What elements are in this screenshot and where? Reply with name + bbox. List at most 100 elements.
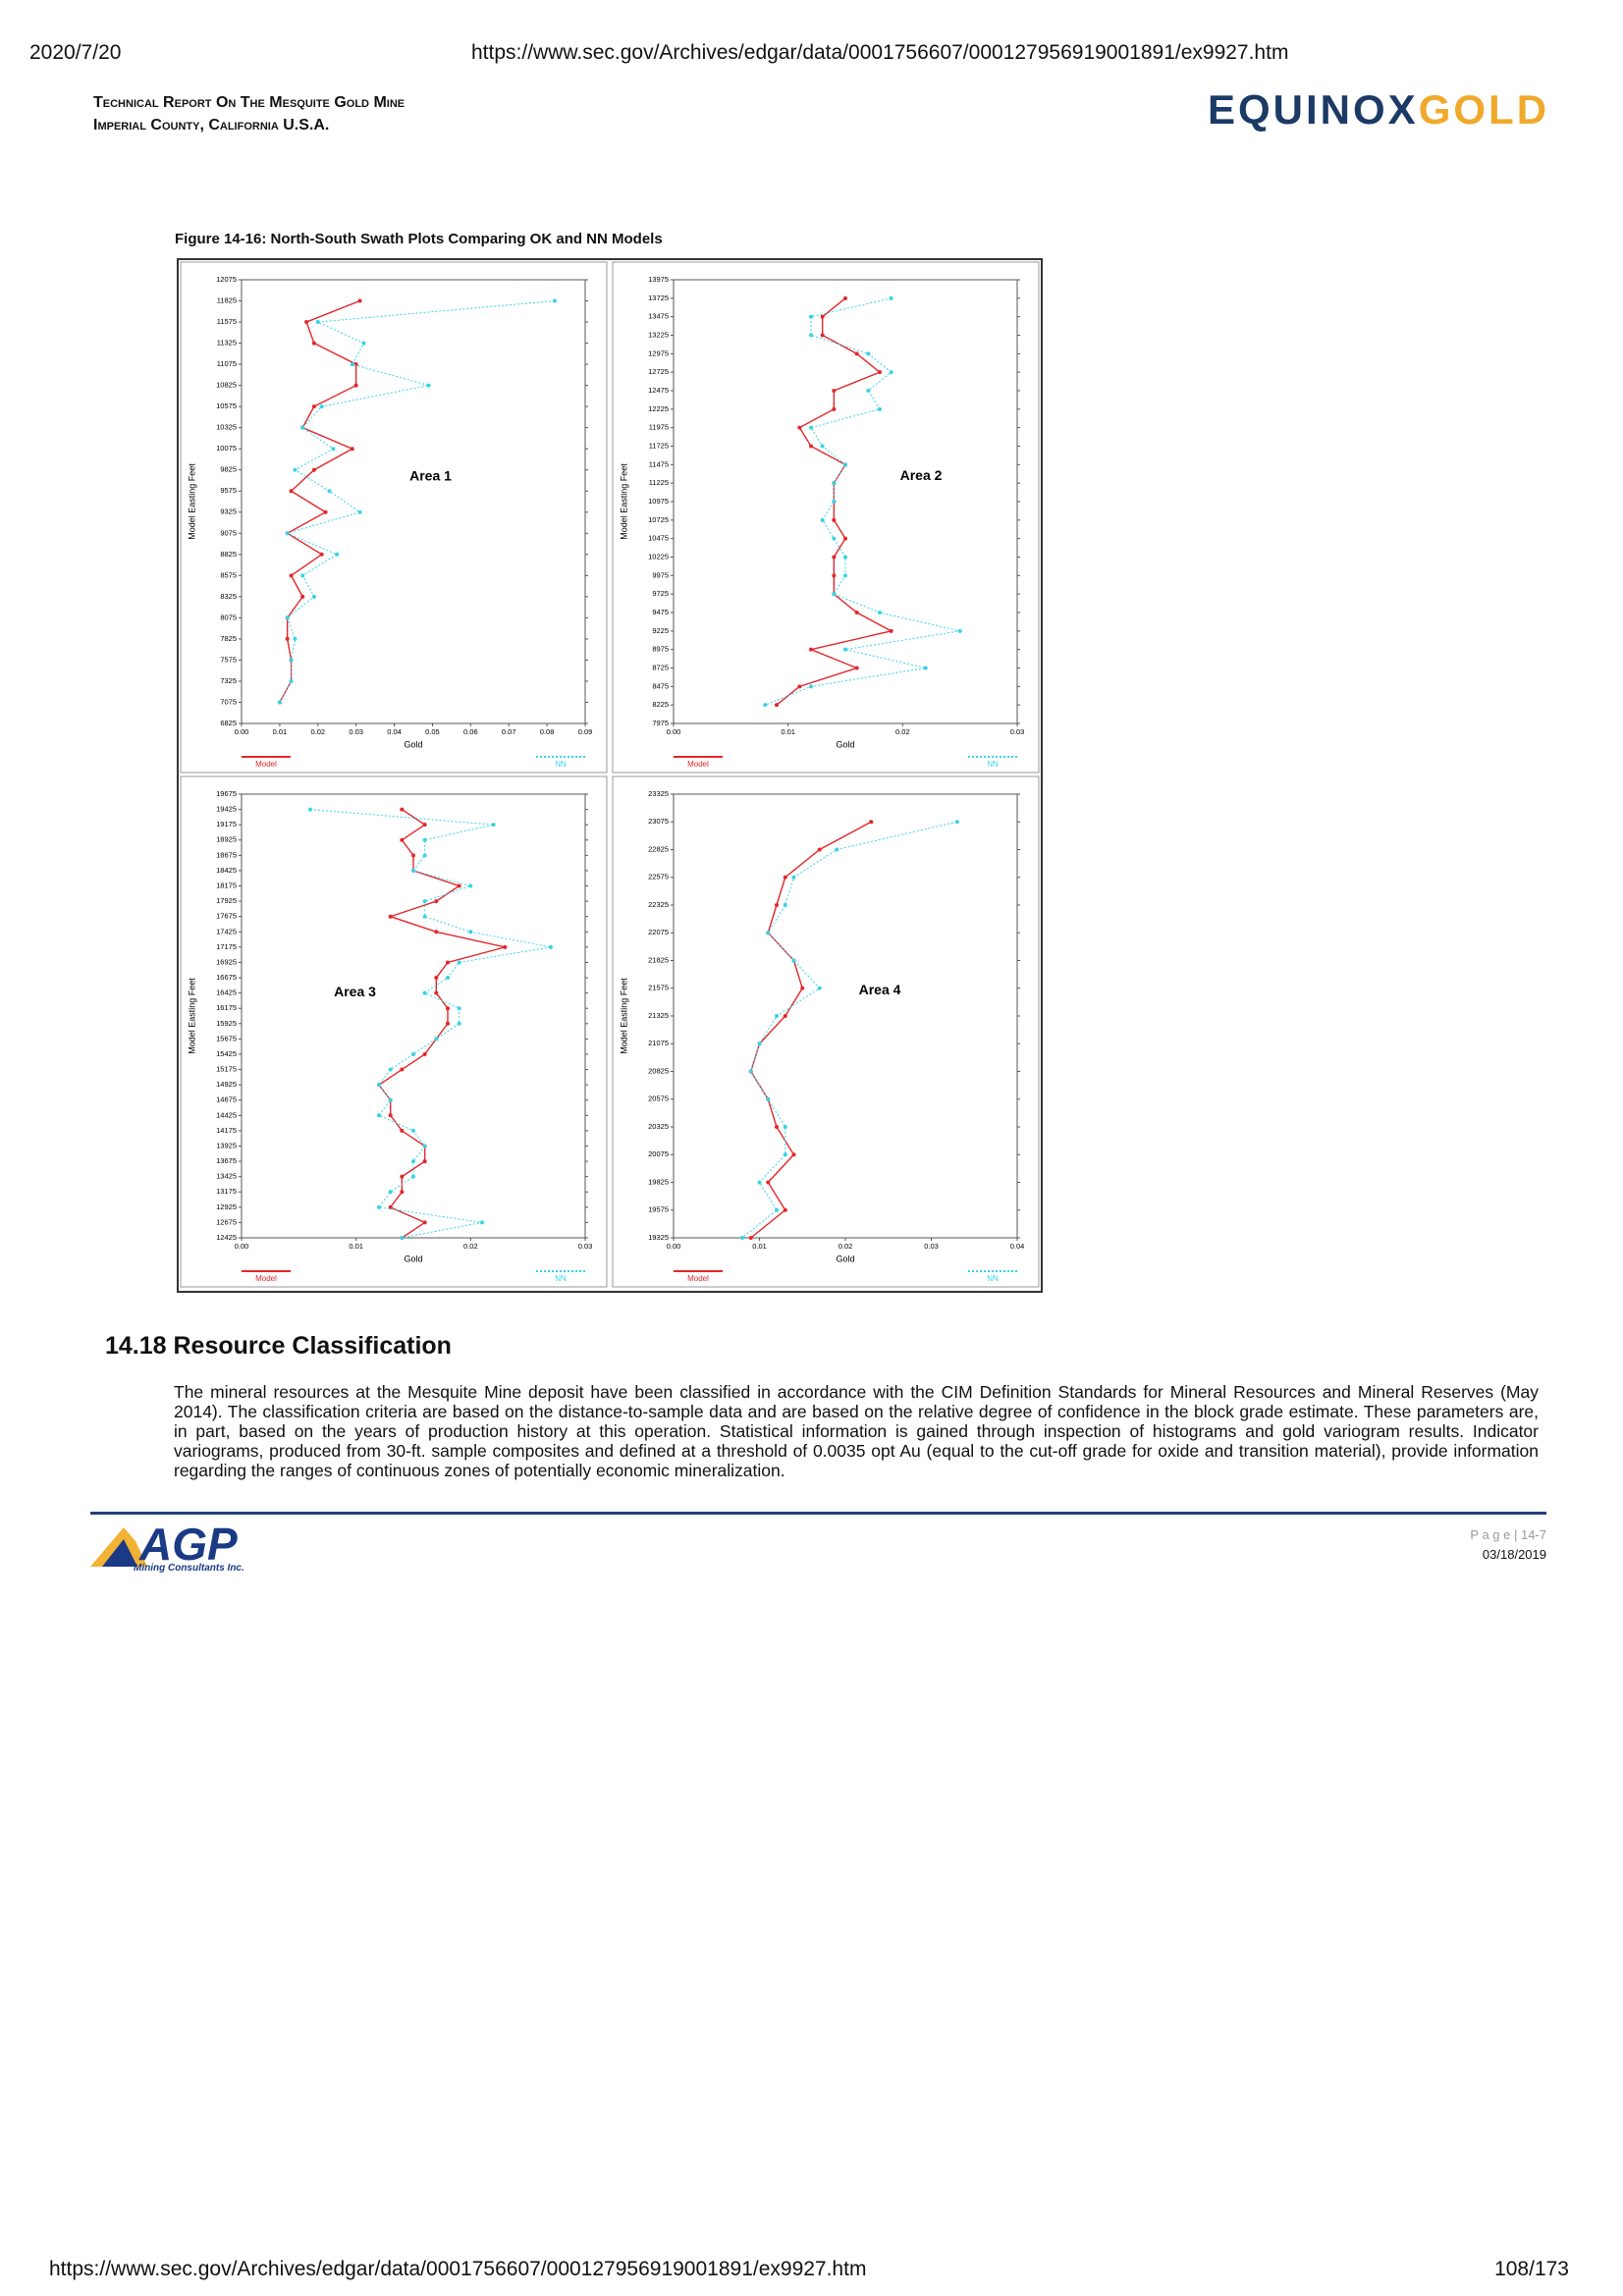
- x-tick-label: 0.03: [924, 1242, 939, 1251]
- x-tick-label: 0.07: [502, 727, 516, 736]
- data-point: [468, 883, 473, 888]
- data-point: [285, 615, 290, 620]
- data-point: [809, 425, 813, 430]
- data-point: [832, 500, 837, 504]
- data-point: [854, 351, 859, 356]
- y-tick-label: 16675: [216, 973, 237, 982]
- y-tick-label: 13425: [216, 1172, 237, 1181]
- browser-page-count: 108/173: [1494, 2258, 1569, 2280]
- y-tick-label: 12725: [648, 367, 669, 376]
- data-point: [832, 573, 837, 578]
- browser-url: https://www.sec.gov/Archives/edgar/data/…: [49, 2258, 867, 2280]
- data-point: [446, 976, 450, 981]
- y-tick-label: 20825: [648, 1066, 669, 1075]
- data-point: [843, 295, 847, 300]
- y-tick-label: 22825: [648, 844, 669, 853]
- y-tick-label: 8575: [220, 570, 237, 579]
- y-tick-label: 9725: [652, 589, 669, 598]
- data-point: [832, 517, 837, 522]
- data-point: [775, 903, 779, 907]
- y-tick-label: 19425: [216, 805, 237, 814]
- data-point: [889, 628, 893, 633]
- series-line: [765, 297, 960, 706]
- data-point: [783, 903, 787, 907]
- y-tick-label: 11225: [649, 478, 669, 487]
- y-tick-label: 10075: [216, 444, 237, 453]
- data-point: [388, 914, 393, 919]
- x-axis-label: Gold: [836, 1254, 854, 1263]
- data-point: [783, 875, 787, 880]
- data-point: [797, 684, 802, 689]
- y-tick-label: 14425: [216, 1110, 237, 1119]
- data-point: [411, 868, 415, 873]
- data-point: [820, 517, 825, 522]
- data-point: [422, 1220, 427, 1225]
- y-tick-label: 13725: [648, 294, 669, 302]
- data-point: [293, 636, 298, 641]
- y-tick-label: 8825: [220, 550, 237, 559]
- data-point: [289, 489, 294, 494]
- y-tick-label: 7075: [220, 697, 237, 706]
- data-point: [866, 351, 871, 356]
- data-point: [820, 314, 825, 319]
- data-point: [388, 1204, 393, 1209]
- data-point: [866, 389, 871, 393]
- data-point: [552, 298, 557, 303]
- legend-label: Model: [255, 760, 277, 769]
- data-point: [832, 555, 837, 560]
- x-tick-label: 0.00: [235, 727, 249, 736]
- y-tick-label: 20075: [648, 1149, 669, 1158]
- data-point: [304, 320, 309, 325]
- legend-label: Model: [255, 1274, 277, 1283]
- data-point: [878, 611, 882, 614]
- data-point: [422, 853, 427, 858]
- figure: 12075 11825 11575 11325 11075 10825 10575 10325…: [177, 258, 1043, 1293]
- x-tick-label: 0.02: [895, 727, 910, 736]
- x-tick-label: 0.04: [1010, 1242, 1025, 1251]
- data-point: [400, 1067, 405, 1072]
- y-tick-label: 11575: [217, 317, 237, 326]
- x-tick-label: 0.06: [463, 727, 478, 736]
- data-point: [311, 467, 316, 472]
- data-point: [411, 1174, 415, 1179]
- series-line: [741, 821, 957, 1239]
- y-tick-label: 21075: [648, 1039, 669, 1047]
- data-point: [757, 1041, 762, 1046]
- data-point: [350, 362, 354, 367]
- y-tick-label: 8475: [652, 681, 669, 690]
- data-point: [308, 807, 312, 812]
- y-tick-label: 15175: [216, 1065, 237, 1074]
- y-tick-label: 12975: [648, 348, 669, 357]
- series-line: [309, 809, 552, 1239]
- data-point: [300, 594, 305, 599]
- x-tick-label: 0.01: [781, 727, 795, 736]
- data-point: [468, 930, 473, 934]
- y-tick-label: 22575: [648, 873, 669, 881]
- data-point: [797, 425, 802, 430]
- data-point: [791, 875, 796, 880]
- data-point: [300, 425, 305, 430]
- y-tick-label: 6825: [220, 719, 237, 727]
- y-tick-label: 21575: [648, 984, 669, 992]
- data-point: [388, 1190, 393, 1195]
- x-axis-label: Gold: [836, 739, 854, 749]
- y-axis-label: Model Easting Feet: [619, 463, 628, 540]
- data-point: [353, 362, 358, 367]
- data-point: [411, 1128, 415, 1133]
- data-point: [422, 837, 427, 842]
- y-tick-label: 10325: [216, 423, 237, 432]
- data-point: [843, 462, 847, 467]
- data-point: [422, 1144, 427, 1148]
- y-tick-label: 21825: [648, 955, 669, 964]
- y-tick-label: 17175: [216, 942, 237, 951]
- y-tick-label: 19175: [216, 820, 237, 828]
- y-tick-label: 9075: [220, 528, 237, 537]
- y-tick-label: 19325: [648, 1233, 669, 1242]
- data-point: [817, 847, 822, 852]
- data-point: [766, 1096, 771, 1101]
- data-point: [766, 931, 771, 935]
- legend-label: Model: [687, 760, 709, 769]
- legend-label: NN: [987, 760, 999, 769]
- data-point: [748, 1069, 753, 1074]
- y-tick-label: 11975: [649, 423, 669, 432]
